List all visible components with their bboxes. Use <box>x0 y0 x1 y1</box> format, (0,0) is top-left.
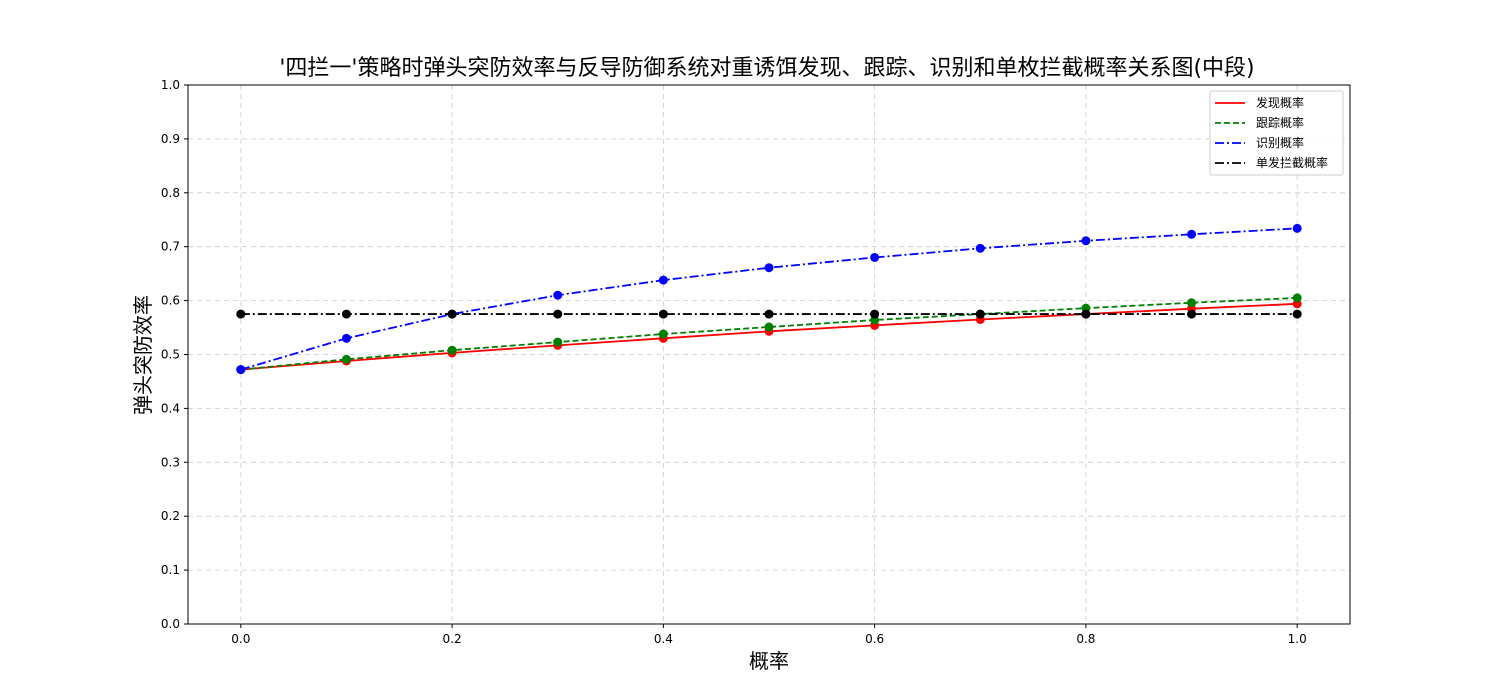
data-point <box>658 329 668 339</box>
chart-title: '四拦一'策略时弹头突防效率与反导防御系统对重诱饵发现、跟踪、识别和单枚拦截概率… <box>279 56 1254 81</box>
data-point <box>658 275 668 285</box>
x-tick-label: 0.8 <box>1076 632 1095 646</box>
y-tick-label: 0.7 <box>161 240 180 254</box>
y-axis-label: 弹头突防效率 <box>131 295 155 415</box>
y-tick-label: 1.0 <box>161 78 180 92</box>
data-point <box>975 243 985 253</box>
y-axis-ticks: 0.0 0.1 0.2 0.3 0.4 0.5 0.6 0.7 0.8 0.9 1.0 <box>161 78 188 631</box>
x-axis-ticks: 0.0 0.2 0.4 0.6 0.8 1.0 <box>231 624 1307 646</box>
x-tick-label: 0.0 <box>231 632 250 646</box>
data-point <box>1292 309 1302 319</box>
data-point <box>553 337 563 347</box>
data-point <box>658 309 668 319</box>
data-point <box>236 309 246 319</box>
data-point <box>341 309 351 319</box>
grid-lines <box>188 84 1350 625</box>
data-point <box>1081 236 1091 246</box>
data-point <box>764 322 774 332</box>
data-point <box>975 309 985 319</box>
data-point <box>553 309 563 319</box>
data-point <box>1187 229 1197 239</box>
y-tick-label: 0.0 <box>161 617 180 631</box>
legend-label: 单发拦截概率 <box>1256 155 1328 170</box>
y-tick-label: 0.2 <box>161 509 180 523</box>
data-point <box>1292 293 1302 303</box>
x-axis-label: 概率 <box>749 649 789 673</box>
series-line <box>240 297 1298 371</box>
data-point <box>1081 309 1091 319</box>
data-point <box>236 365 246 375</box>
series-3 <box>236 309 1302 319</box>
x-tick-label: 1.0 <box>1288 632 1307 646</box>
series-group <box>236 223 1302 375</box>
plot-frame <box>187 84 1351 625</box>
x-tick-label: 0.2 <box>443 632 462 646</box>
y-tick-label: 0.3 <box>161 455 180 469</box>
y-tick-label: 0.6 <box>161 294 180 308</box>
y-tick-label: 0.8 <box>161 186 180 200</box>
y-tick-label: 0.1 <box>161 563 180 577</box>
data-point <box>553 290 563 300</box>
data-point <box>1187 309 1197 319</box>
data-point <box>870 309 880 319</box>
data-point <box>341 333 351 343</box>
data-point <box>870 252 880 262</box>
data-point <box>764 309 774 319</box>
legend-label: 跟踪概率 <box>1256 115 1304 130</box>
data-point <box>764 263 774 273</box>
data-point <box>341 354 351 364</box>
legend-label: 识别概率 <box>1256 135 1304 150</box>
data-point <box>447 309 457 319</box>
data-point <box>447 345 457 355</box>
x-tick-label: 0.6 <box>865 632 884 646</box>
series-line <box>240 227 1298 371</box>
data-point <box>1187 298 1197 308</box>
legend-frame <box>1209 90 1344 176</box>
legend-label: 发现概率 <box>1256 95 1304 110</box>
y-tick-label: 0.9 <box>161 132 180 146</box>
y-tick-label: 0.5 <box>161 348 180 362</box>
x-tick-label: 0.4 <box>654 632 673 646</box>
y-tick-label: 0.4 <box>161 401 180 415</box>
data-point <box>1292 223 1302 233</box>
